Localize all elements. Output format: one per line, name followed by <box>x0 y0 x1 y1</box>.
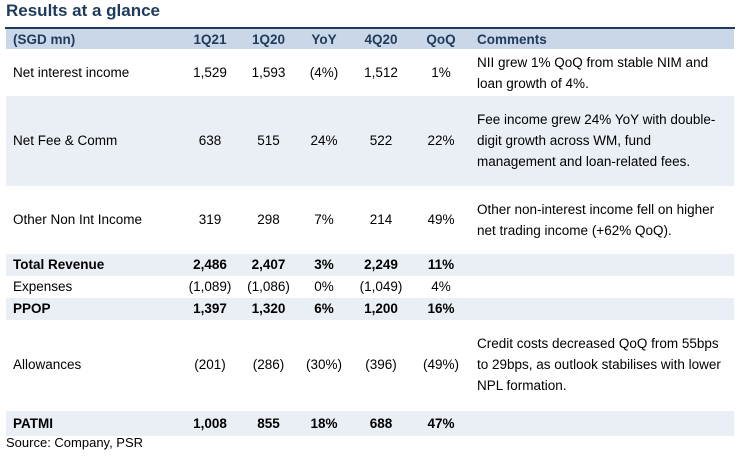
row-label: Total Revenue <box>6 253 180 276</box>
table-row: Total Revenue 2,486 2,407 3% 2,249 11% <box>6 253 734 276</box>
row-label: PPOP <box>6 297 180 320</box>
header-row: (SGD mn) 1Q21 1Q20 YoY 4Q20 QoQ Comments <box>6 29 734 50</box>
cell-1q20: 855 <box>240 408 297 436</box>
cell-4q20: 1,512 <box>364 65 398 81</box>
cell-4q20: (396) <box>365 356 397 372</box>
cell-4q20: 688 <box>351 408 411 436</box>
cell-qoq: (49%) <box>422 356 459 372</box>
cell-1q20: 298 <box>257 212 280 227</box>
row-label: Other Non Int Income <box>13 212 143 227</box>
row-label: PATMI <box>6 408 180 436</box>
cell-comment <box>471 297 734 320</box>
header-1q20: 1Q20 <box>240 29 297 50</box>
row-label: Net interest income <box>13 65 130 81</box>
results-table: (SGD mn) 1Q21 1Q20 YoY 4Q20 QoQ Comments… <box>6 29 734 436</box>
cell-4q20: 522 <box>351 95 411 186</box>
row-label: Expenses <box>13 279 73 294</box>
cell-4q20: (1,049) <box>359 279 403 294</box>
table-row: Allowances (201) (286) (30%) (396) (49%)… <box>6 320 734 410</box>
table-row: PPOP 1,397 1,320 6% 1,200 16% <box>6 297 734 320</box>
cell-1q21: 2,486 <box>180 253 240 276</box>
cell-1q21: 1,529 <box>193 65 227 81</box>
figure-title: Results at a glance <box>6 1 161 20</box>
cell-qoq: 49% <box>427 212 455 227</box>
cell-comment <box>471 276 734 298</box>
cell-4q20: 2,249 <box>351 253 411 276</box>
table-row: Other Non Int Income 319 298 7% 214 49% … <box>6 186 734 254</box>
cell-comment: NII grew 1% QoQ from stable NIM and loan… <box>477 54 709 91</box>
cell-1q21: 1,008 <box>180 408 240 436</box>
cell-yoy: (4%) <box>309 65 339 81</box>
table-row: Net Fee & Comm 638 515 24% 522 22% Fee i… <box>6 95 734 186</box>
cell-4q20: 1,200 <box>351 297 411 320</box>
cell-yoy: 6% <box>297 297 351 320</box>
cell-comment <box>471 253 734 276</box>
cell-qoq: 22% <box>411 95 471 186</box>
cell-4q20: 214 <box>369 212 393 227</box>
cell-yoy: 0% <box>314 279 334 294</box>
header-1q21: 1Q21 <box>180 29 240 50</box>
cell-qoq: 4% <box>431 279 451 294</box>
cell-qoq: 47% <box>411 408 471 436</box>
header-unit: (SGD mn) <box>6 29 180 50</box>
cell-1q20: 2,407 <box>240 253 297 276</box>
cell-yoy: 24% <box>297 95 351 186</box>
cell-1q21: 1,397 <box>180 297 240 320</box>
row-label: Allowances <box>13 356 82 372</box>
header-yoy: YoY <box>297 29 351 50</box>
header-qoq: QoQ <box>411 29 471 50</box>
cell-comment <box>471 408 734 436</box>
cell-1q20: (1,086) <box>247 279 290 294</box>
header-comments: Comments <box>471 29 734 50</box>
cell-qoq: 11% <box>411 253 471 276</box>
cell-1q21: (1,089) <box>188 279 232 294</box>
cell-yoy: 7% <box>314 212 334 227</box>
cell-yoy: (30%) <box>305 356 342 372</box>
cell-1q20: 1,593 <box>251 65 286 81</box>
cell-comment: Credit costs decreased QoQ from 55bps to… <box>477 335 721 393</box>
cell-1q21: 319 <box>198 212 222 227</box>
cell-qoq: 1% <box>431 65 451 81</box>
cell-yoy: 18% <box>297 408 351 436</box>
cell-comment: Other non-interest income fell on higher… <box>477 201 715 238</box>
cell-yoy: 3% <box>297 253 351 276</box>
source-note: Source: Company, PSR <box>6 435 144 450</box>
cell-1q20: 1,320 <box>240 297 297 320</box>
header-4q20: 4Q20 <box>351 29 411 50</box>
cell-1q21: 638 <box>180 95 240 186</box>
cell-qoq: 16% <box>411 297 471 320</box>
cell-comment: Fee income grew 24% YoY with double-digi… <box>471 95 734 186</box>
table-row: Expenses (1,089) (1,086) 0% (1,049) 4% <box>6 276 734 298</box>
title-rule <box>5 27 735 29</box>
cell-1q21: (201) <box>194 356 226 372</box>
table-row: Net interest income 1,529 1,593 (4%) 1,5… <box>6 50 734 96</box>
table-row: PATMI 1,008 855 18% 688 47% <box>6 408 734 436</box>
cell-1q20: 515 <box>240 95 297 186</box>
cell-1q20: (286) <box>252 356 285 372</box>
row-label: Net Fee & Comm <box>6 95 180 186</box>
